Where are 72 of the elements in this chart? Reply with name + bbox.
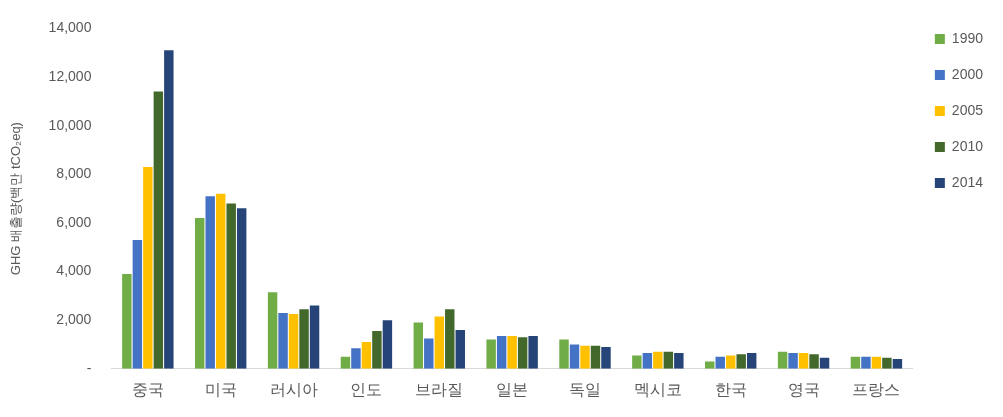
bar bbox=[132, 239, 143, 369]
bar bbox=[434, 316, 444, 369]
bar bbox=[861, 356, 871, 369]
bar bbox=[288, 314, 299, 369]
x-tick-label: 한국 bbox=[714, 380, 747, 398]
bar bbox=[205, 196, 215, 369]
bar bbox=[642, 353, 653, 369]
bar bbox=[674, 353, 684, 369]
bar bbox=[653, 351, 663, 369]
y-tick-label: 8,000 bbox=[56, 165, 92, 182]
legend-label: 2005 bbox=[951, 101, 984, 118]
x-tick-label: 인도 bbox=[350, 380, 383, 398]
bar bbox=[715, 356, 725, 369]
bar bbox=[226, 203, 236, 369]
legend-label: 1990 bbox=[951, 29, 984, 46]
bar bbox=[788, 353, 798, 369]
bar bbox=[496, 335, 507, 369]
bar bbox=[809, 354, 819, 369]
legend-label: 2014 bbox=[951, 173, 984, 190]
y-tick-label: 6,000 bbox=[56, 213, 92, 230]
legend-label: 2010 bbox=[951, 137, 984, 154]
bar bbox=[153, 91, 164, 369]
y-tick-label: 10,000 bbox=[48, 116, 92, 133]
bar bbox=[746, 353, 757, 369]
bar bbox=[601, 346, 611, 369]
bar bbox=[517, 337, 528, 369]
bar bbox=[798, 353, 809, 369]
x-tick-label: 브라질 bbox=[415, 380, 464, 398]
bar bbox=[569, 344, 580, 369]
bar bbox=[299, 309, 309, 369]
y-tick-label: 12,000 bbox=[48, 67, 92, 84]
x-tick-label: 러시아 bbox=[269, 380, 318, 398]
bar bbox=[455, 329, 465, 369]
y-tick-label: 4,000 bbox=[56, 262, 92, 279]
bar bbox=[351, 348, 361, 369]
bar bbox=[236, 208, 247, 369]
bar bbox=[372, 331, 382, 369]
bar bbox=[267, 292, 278, 369]
x-tick-label: 미국 bbox=[204, 380, 237, 398]
y-tick-label: - bbox=[86, 359, 92, 376]
x-tick-label: 영국 bbox=[787, 380, 820, 398]
bar bbox=[143, 166, 153, 369]
x-tick-label: 중국 bbox=[131, 380, 164, 398]
bar bbox=[445, 309, 455, 369]
bar bbox=[580, 345, 590, 369]
bar bbox=[559, 339, 569, 369]
bar bbox=[736, 354, 746, 369]
bar bbox=[486, 339, 496, 369]
y-tick-label: 14,000 bbox=[48, 19, 92, 36]
bar bbox=[309, 305, 320, 369]
bar bbox=[882, 357, 892, 369]
x-tick-label: 독일 bbox=[569, 380, 601, 398]
bar bbox=[195, 218, 205, 369]
bar bbox=[278, 312, 288, 369]
bar bbox=[122, 273, 132, 369]
x-tick-label: 멕시코 bbox=[633, 380, 682, 398]
bar bbox=[382, 320, 393, 369]
y-axis-title: GHG 배출량(백만 tCO₂eq) bbox=[8, 122, 24, 276]
bar bbox=[725, 355, 736, 369]
bar bbox=[361, 342, 372, 369]
x-tick-label: 프랑스 bbox=[852, 380, 901, 398]
bar bbox=[164, 50, 174, 369]
bar bbox=[424, 338, 434, 369]
bar bbox=[590, 345, 601, 369]
bar bbox=[507, 335, 517, 369]
bar bbox=[413, 322, 424, 369]
bar bbox=[632, 355, 642, 369]
x-tick-label: 일본 bbox=[496, 380, 529, 398]
y-tick-label: 2,000 bbox=[56, 311, 92, 328]
bar bbox=[215, 193, 226, 369]
legend-label: 2000 bbox=[951, 65, 984, 82]
bar bbox=[528, 335, 538, 369]
